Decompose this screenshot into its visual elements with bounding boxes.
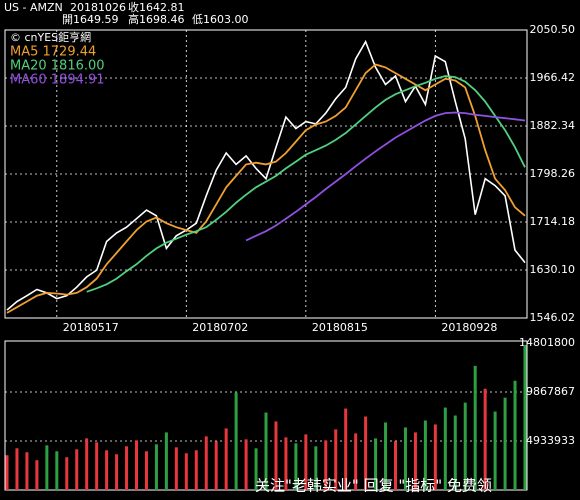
volume-bar: [483, 388, 487, 490]
volume-bar: [144, 451, 148, 490]
high: 高1698.46: [128, 12, 185, 26]
volume-bar: [204, 436, 208, 490]
legend-entry: MA20 1816.00: [10, 59, 105, 74]
volume-bar: [463, 402, 467, 490]
volume-bar: [174, 447, 178, 490]
volume-bar: [194, 450, 198, 490]
y-tick-label: 1798.26: [530, 167, 576, 180]
volume-bar: [135, 440, 138, 490]
series-line: [86, 75, 526, 293]
y-tick-label: 1966.42: [530, 71, 576, 84]
volume-bar: [234, 392, 238, 490]
y-tick-label: 1714.18: [530, 215, 576, 228]
y-tick-label: 1630.10: [530, 263, 576, 276]
volume-bar: [443, 407, 447, 490]
volume-bar: [65, 457, 69, 490]
volume-bar: [493, 411, 497, 490]
volume-bar: [364, 416, 368, 490]
volume-bar: [284, 437, 288, 490]
volume-bar: [164, 432, 168, 490]
volume-bar: [314, 446, 318, 490]
volume-bar: [294, 443, 298, 490]
volume-bar: [473, 365, 477, 490]
volume-bar: [403, 427, 407, 490]
volume-bar: [25, 452, 29, 490]
y-tick-label: 9867867: [526, 385, 575, 398]
y-tick-label: 1882.34: [530, 119, 576, 132]
watermark: 关注"老韩实业" 回复 "指标" 免费领: [255, 477, 492, 495]
volume-bar: [334, 429, 338, 490]
series-line: [6, 63, 526, 314]
y-tick-label: 14801800: [519, 336, 575, 349]
volume-bar: [503, 397, 507, 490]
volume-bar: [433, 424, 437, 490]
volume-bar: [513, 380, 517, 490]
volume-bar: [304, 434, 308, 490]
y-tick-label: 2050.50: [530, 23, 576, 36]
volume-bar: [413, 432, 417, 490]
volume-bar: [394, 441, 397, 490]
volume-bar: [35, 460, 39, 490]
volume-bar: [264, 412, 268, 490]
volume-bar: [184, 453, 188, 490]
volume-bar: [105, 450, 109, 490]
y-tick-label: 4933933: [526, 434, 575, 447]
y-tick-label: 1546.02: [530, 311, 576, 324]
source: © cnYES鉅亨網: [10, 30, 91, 44]
x-tick-label: 20180928: [441, 321, 497, 334]
symbol: US - AMZN: [4, 1, 63, 14]
volume-bar: [423, 420, 427, 490]
volume-bar: [453, 415, 457, 490]
open: 開1649.59: [62, 13, 119, 26]
volume-bar: [354, 433, 358, 490]
volume-bar: [384, 422, 388, 490]
volume-bar: [344, 408, 348, 490]
volume-bar: [523, 345, 527, 490]
volume-bar: [75, 449, 79, 490]
volume-bar: [224, 428, 228, 490]
date: 20181026: [70, 1, 126, 14]
close: 收1642.81: [128, 0, 185, 14]
volume-bar: [214, 441, 218, 490]
volume-bar: [254, 448, 258, 490]
volume-bar: [55, 451, 59, 490]
low: 低1603.00: [192, 13, 249, 26]
volume-bar: [15, 448, 19, 490]
legend-entry: MA5 1729.44: [10, 45, 96, 60]
volume-bar: [274, 421, 278, 490]
volume-bar: [115, 454, 119, 490]
volume-bar: [125, 446, 129, 490]
volume-bar: [324, 440, 328, 490]
volume-bar: [154, 444, 158, 490]
volume-bar: [5, 455, 9, 490]
volume-bar: [374, 438, 378, 490]
volume-bar: [85, 438, 89, 490]
series-line: [245, 111, 526, 242]
x-tick-label: 20180815: [312, 321, 368, 334]
volume-bar: [95, 442, 99, 490]
volume-bar: [45, 445, 49, 490]
volume-bar: [244, 439, 248, 490]
series-line: [6, 39, 526, 311]
x-tick-label: 20180517: [63, 321, 119, 334]
legend-entry: MA60 1894.91: [10, 73, 105, 88]
x-tick-label: 20180702: [192, 321, 248, 334]
